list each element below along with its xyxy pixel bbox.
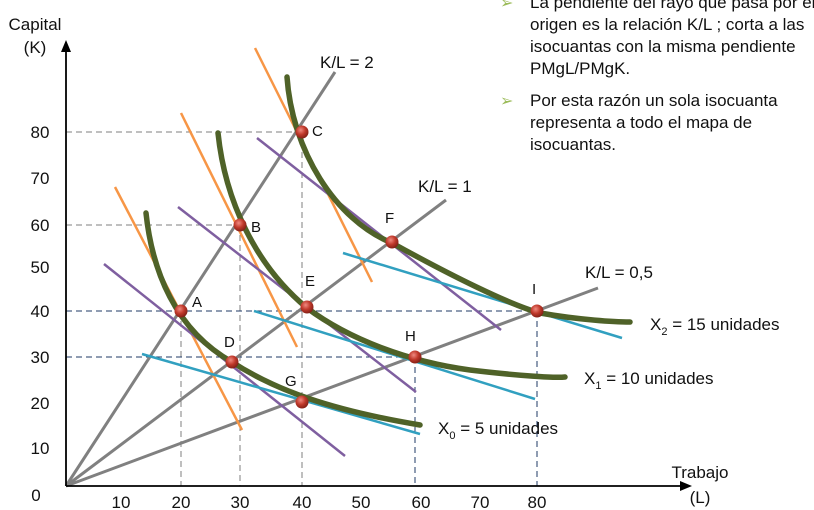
x-axis-arrow-icon <box>680 481 692 491</box>
axes <box>61 40 692 491</box>
point-h <box>408 350 422 364</box>
ray-kl-05 <box>65 286 599 488</box>
bullet-item: ➢ La pendiente del rayo que pasa por el … <box>500 0 814 80</box>
ray-label-kl-05: K/L = 0,5 <box>585 263 653 282</box>
isoquant-label-x0: X0 = 5 unidades <box>438 419 558 442</box>
bullet-text: Por esta razón un sola isocuanta represe… <box>530 91 778 154</box>
ray-label-kl-1: K/L = 1 <box>418 177 472 196</box>
x-tick-label: 70 <box>471 493 490 510</box>
y-axis-arrow-icon <box>61 40 71 52</box>
x-axis-label-line1: Trabajo <box>671 463 728 482</box>
point-label-g: G <box>285 373 297 390</box>
x-tick-label: 10 <box>112 493 131 510</box>
rays <box>64 71 599 488</box>
point-labels: A B C D E F G H I <box>192 123 536 390</box>
cyan-tangent-i <box>342 251 623 340</box>
point-a <box>174 304 188 318</box>
point-b <box>233 218 247 232</box>
x-tick-label: 40 <box>293 493 312 510</box>
x-tick-label: 20 <box>172 493 191 510</box>
point-label-c: C <box>312 123 323 140</box>
isoquant-x1 <box>215 130 568 380</box>
isoquant-label-x1: X1 = 10 unidades <box>584 369 713 392</box>
bullet-arrow-icon: ➢ <box>500 93 514 110</box>
bullet-item: ➢ Por esta razón un sola isocuanta repre… <box>500 90 814 156</box>
y-tick-label: 40 <box>31 302 50 321</box>
isoquant-x2 <box>284 74 633 325</box>
y-tick-label: 80 <box>31 123 50 142</box>
bullet-arrow-icon: ➢ <box>500 0 514 12</box>
point-f <box>385 235 399 249</box>
point-label-i: I <box>532 281 536 298</box>
y-tick-label: 50 <box>31 258 50 277</box>
point-c <box>295 125 309 139</box>
isoquant-label-x2: X2 = 15 unidades <box>650 315 779 338</box>
x-tick-label: 50 <box>352 493 371 510</box>
point-label-f: F <box>385 210 394 227</box>
bullet-list: ➢ La pendiente del rayo que pasa por el … <box>500 0 814 166</box>
x-tick-labels: 10 20 30 40 50 60 70 80 <box>112 493 547 510</box>
point-i <box>530 304 544 318</box>
x-axis-label-line2: (L) <box>690 488 711 507</box>
cyan-tangent-g <box>141 352 421 436</box>
x-tick-label: 60 <box>412 493 431 510</box>
points <box>174 125 544 409</box>
ray-kl-1 <box>65 198 447 488</box>
x-tick-label: 30 <box>231 493 250 510</box>
point-label-a: A <box>192 294 202 311</box>
point-g <box>295 395 309 409</box>
point-label-d: D <box>224 334 235 351</box>
point-e <box>300 300 314 314</box>
point-d <box>225 355 239 369</box>
bullet-text: La pendiente del rayo que pasa por el or… <box>530 0 814 78</box>
y-tick-labels: 10 20 30 40 50 60 70 80 <box>31 123 50 458</box>
origin-label: 0 <box>31 486 40 505</box>
ray-kl-2 <box>64 71 337 487</box>
point-label-e: E <box>305 273 315 290</box>
y-tick-label: 70 <box>31 169 50 188</box>
ray-label-kl-2: K/L = 2 <box>320 53 374 72</box>
y-axis-label-line1: Capital <box>9 15 62 34</box>
orange-tangents <box>113 47 374 431</box>
y-tick-label: 10 <box>31 439 50 458</box>
y-axis-label-line2: (K) <box>24 38 47 57</box>
x-tick-label: 80 <box>528 493 547 510</box>
cyan-tangents <box>141 251 623 436</box>
y-tick-label: 20 <box>31 394 50 413</box>
point-label-b: B <box>251 219 261 236</box>
point-label-h: H <box>405 328 416 345</box>
y-tick-label: 30 <box>31 348 50 367</box>
y-tick-label: 60 <box>31 216 50 235</box>
